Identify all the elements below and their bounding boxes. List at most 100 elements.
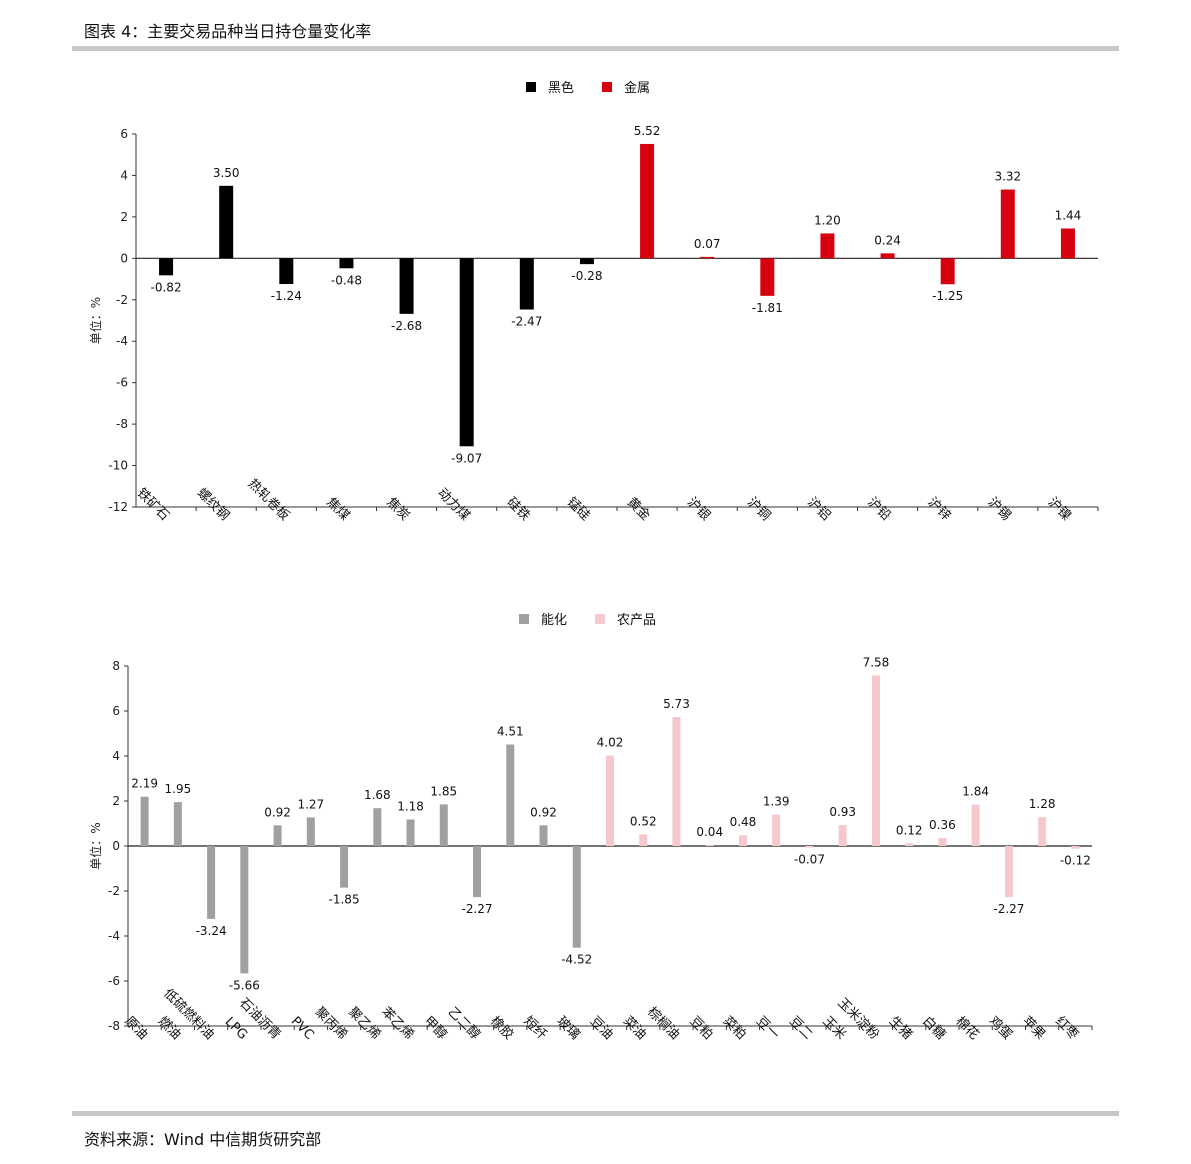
data-label: -1.81 [752, 301, 783, 315]
x-tick-label: PVC [288, 1014, 317, 1043]
legend-swatch [595, 613, 606, 624]
data-label: 1.84 [962, 785, 989, 799]
bar [306, 817, 315, 846]
data-label: 1.85 [430, 784, 457, 798]
data-label: 1.27 [297, 797, 324, 811]
bar [772, 814, 781, 846]
bar [805, 846, 814, 848]
y-tick-label: -2 [108, 884, 120, 898]
bar [1004, 846, 1013, 898]
x-tick-label: 苹果 [1019, 1014, 1048, 1043]
bar [240, 846, 249, 974]
x-tick-label: 原油 [121, 1014, 150, 1043]
legend-item-series-1: 黑色 [526, 77, 574, 96]
data-label: 7.58 [863, 655, 890, 669]
x-tick-label: 乙二醇 [445, 1004, 484, 1043]
x-tick-label: 聚丙烯 [312, 1005, 350, 1043]
data-label: 0.92 [264, 805, 291, 819]
data-label: 1.95 [165, 782, 192, 796]
y-tick-label: 0 [112, 839, 120, 853]
y-tick-label: -6 [108, 974, 120, 988]
x-tick-label: 红枣 [1052, 1013, 1082, 1043]
bar [506, 744, 515, 846]
figure-title: 图表 4：主要交易品种当日持仓量变化率 [84, 22, 372, 41]
data-label: 1.68 [364, 788, 391, 802]
bar [838, 825, 847, 846]
y-tick-label: -6 [116, 376, 128, 390]
data-label: -0.28 [571, 269, 602, 283]
bar [820, 233, 835, 259]
data-label: 1.39 [763, 795, 790, 809]
bar [971, 804, 980, 846]
bar [339, 258, 354, 269]
y-tick-label: 2 [112, 794, 120, 808]
legend-item-series-1: 能化 [519, 609, 567, 628]
data-label: -9.07 [451, 451, 482, 465]
bar [700, 256, 715, 259]
bar [140, 796, 149, 846]
data-label: -1.25 [932, 289, 963, 303]
x-tick-label: 玻璃 [554, 1014, 583, 1043]
legend-swatch [526, 81, 536, 92]
bar [760, 258, 775, 296]
bar [340, 846, 349, 888]
bar [1038, 817, 1047, 846]
x-tick-label: 燃油 [155, 1013, 185, 1043]
y-tick-label: -8 [116, 417, 128, 431]
legend-label: 农产品 [617, 613, 657, 628]
x-tick-label: 鸡蛋 [986, 1013, 1016, 1043]
bar [880, 253, 895, 259]
legend-swatch [602, 81, 613, 92]
y-tick-label: -12 [108, 500, 128, 514]
bar [519, 258, 534, 310]
data-label: 4.51 [497, 725, 524, 739]
x-tick-label: 豆粕 [686, 1014, 715, 1043]
source-note: 资料来源：Wind 中信期货研究部 [84, 1130, 322, 1149]
data-label: -3.24 [196, 924, 227, 938]
data-label: -0.12 [1060, 854, 1091, 868]
data-label: 5.73 [663, 697, 690, 711]
x-tick-label: 菜粕 [720, 1014, 749, 1043]
bar [439, 804, 448, 846]
data-label: 2.19 [131, 777, 158, 791]
bar [738, 835, 747, 846]
x-tick-label: 甲醇 [421, 1013, 451, 1043]
data-label: 0.36 [929, 818, 956, 832]
data-label: 0.04 [696, 825, 723, 839]
y-tick-label: 4 [112, 749, 120, 763]
data-label: 4.02 [597, 736, 624, 750]
legend-label: 黑色 [548, 81, 575, 96]
bar [473, 846, 482, 898]
data-label: -4.52 [561, 953, 592, 967]
bar [940, 258, 955, 285]
bar [572, 846, 581, 948]
bar [1071, 846, 1080, 849]
data-label: 0.07 [694, 237, 721, 251]
x-tick-label: 玉米 [819, 1014, 848, 1043]
x-tick-label: 生猪 [886, 1014, 915, 1043]
legend-item-series-2: 农产品 [595, 609, 656, 628]
data-label: -2.27 [462, 902, 493, 916]
top-divider [72, 46, 1119, 51]
bar [606, 755, 614, 846]
x-tick-label: LPG [222, 1014, 250, 1042]
x-tick-label: 橡胶 [487, 1013, 517, 1043]
data-label: -0.07 [794, 853, 825, 867]
x-tick-label: 棉花 [952, 1013, 982, 1043]
data-label: 1.18 [397, 799, 424, 813]
data-label: 3.50 [213, 166, 240, 180]
data-label: 0.92 [530, 805, 557, 819]
y-tick-label: 2 [120, 210, 128, 224]
bar [279, 258, 294, 285]
legend-label: 能化 [541, 613, 568, 628]
bar [273, 825, 282, 846]
bar [640, 143, 655, 259]
x-tick-label: 菜油 [620, 1014, 649, 1043]
bar [373, 808, 382, 846]
x-tick-label: 聚乙烯 [345, 1005, 383, 1043]
bar [705, 845, 714, 846]
bottom-divider [72, 1111, 1119, 1116]
x-tick-label: 白糖 [919, 1013, 949, 1043]
